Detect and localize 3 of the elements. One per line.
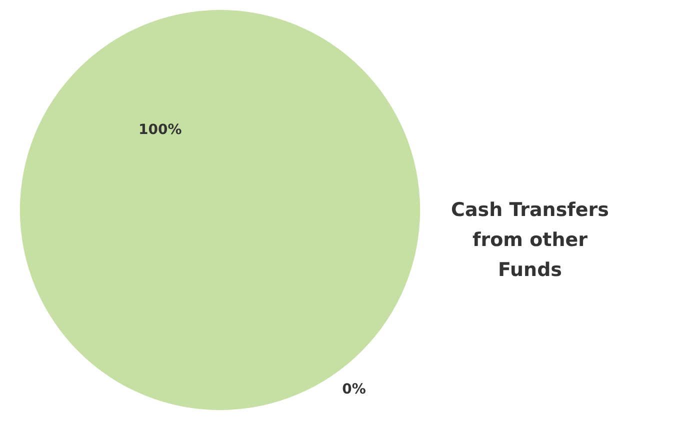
text: Cash Transfers from other Funds [451,199,609,281]
text: 0% [342,381,366,398]
data-label: 100% [138,122,182,138]
